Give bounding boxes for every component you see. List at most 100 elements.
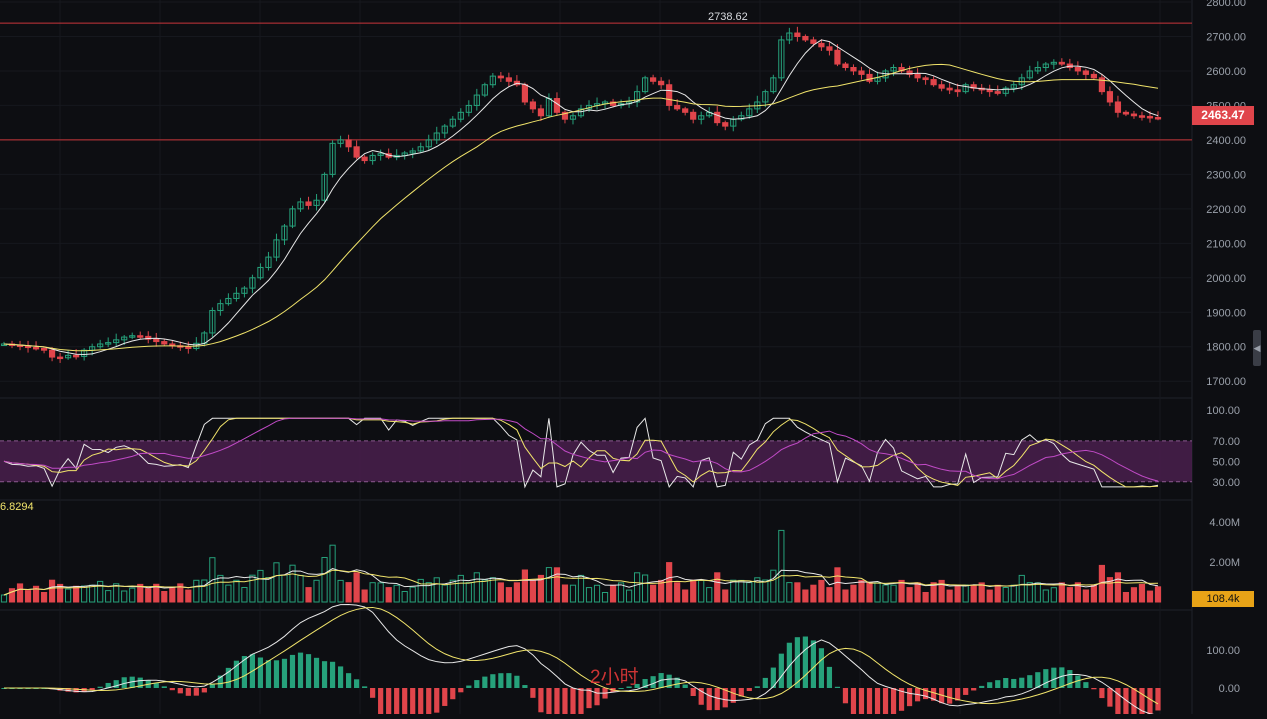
candle xyxy=(834,49,841,65)
macd-histogram-bar xyxy=(802,636,808,688)
volume-bar xyxy=(513,582,520,603)
volume-bar xyxy=(1042,589,1049,603)
macd-histogram-bar xyxy=(554,688,560,719)
volume-bar xyxy=(505,587,512,603)
macd-histogram-bar xyxy=(89,688,95,691)
macd-histogram-bar xyxy=(714,688,720,711)
candle xyxy=(842,63,849,69)
macd-histogram-bar xyxy=(1051,667,1057,688)
macd-histogram-bar xyxy=(209,684,215,688)
volume-bar xyxy=(233,579,240,603)
rsi-value-label: 6.8294 xyxy=(0,501,34,513)
macd-tick-label: 100.00 xyxy=(1206,645,1240,657)
volume-bar xyxy=(730,579,737,603)
volume-bar xyxy=(625,589,633,603)
volume-bar xyxy=(569,584,577,603)
candle xyxy=(249,277,256,289)
macd-histogram-bar xyxy=(370,688,376,698)
candle xyxy=(1010,84,1017,89)
candle xyxy=(922,77,929,81)
volume-bar xyxy=(810,584,817,603)
macd-histogram-bar xyxy=(682,684,688,688)
candle xyxy=(1002,87,1009,94)
macd-histogram-bar xyxy=(1059,667,1065,688)
volume-bar xyxy=(225,584,232,603)
price-tick-label: 2400.00 xyxy=(1206,135,1246,147)
volume-bar xyxy=(609,584,617,603)
candle xyxy=(489,75,496,86)
macd-histogram-bar xyxy=(273,660,280,688)
volume-bar xyxy=(113,583,120,603)
candle xyxy=(994,91,1001,94)
macd-histogram-bar xyxy=(73,688,79,693)
volume-bar xyxy=(273,562,280,603)
price-tick-label: 2300.00 xyxy=(1206,169,1246,181)
macd-histogram-bar xyxy=(313,657,320,688)
candle xyxy=(497,75,504,79)
candle xyxy=(914,73,921,79)
volume-bar xyxy=(105,590,112,603)
candle xyxy=(722,122,729,127)
volume-bar xyxy=(297,574,304,603)
macd-histogram-bar xyxy=(193,688,199,696)
candle xyxy=(313,199,320,206)
macd-histogram-bar xyxy=(289,654,296,688)
volume-bar xyxy=(1082,589,1089,603)
candle xyxy=(1138,115,1146,118)
volume-bar xyxy=(289,564,296,603)
macd-histogram-bar xyxy=(562,688,568,719)
macd-tick-label: 0.00 xyxy=(1219,683,1240,695)
macd-histogram-bar xyxy=(386,688,392,719)
volume-bar xyxy=(674,582,681,603)
volume-bar xyxy=(16,583,24,603)
macd-histogram-bar xyxy=(394,688,400,719)
macd-histogram-bar xyxy=(281,658,288,688)
macd-histogram-bar xyxy=(690,688,696,697)
collapse-handle-icon[interactable]: ◀ xyxy=(1253,330,1261,366)
candle xyxy=(1090,73,1097,79)
candle xyxy=(1034,67,1041,72)
volume-bar xyxy=(842,589,849,603)
volume-bar xyxy=(8,588,16,603)
volume-bar xyxy=(874,582,881,603)
macd-histogram-bar xyxy=(305,654,312,688)
macd-histogram-bar xyxy=(1139,688,1145,719)
macd-histogram-bar xyxy=(257,657,264,688)
candle xyxy=(305,201,312,206)
candle xyxy=(225,297,232,305)
volume-bar xyxy=(377,582,384,603)
volume-bar xyxy=(417,578,424,603)
volume-bar xyxy=(601,592,609,603)
price-tick-label: 2600.00 xyxy=(1206,66,1246,78)
volume-bar xyxy=(561,584,569,603)
ma-fast-line xyxy=(3,39,1159,356)
macd-histogram-bar xyxy=(530,688,536,698)
candle xyxy=(690,111,697,120)
volume-bar xyxy=(465,582,472,603)
volume-bar xyxy=(337,579,344,603)
candle xyxy=(738,115,745,120)
volume-bar xyxy=(313,579,320,603)
candle xyxy=(345,139,352,148)
volume-bar xyxy=(1026,582,1033,603)
rsi-tick-label: 50.00 xyxy=(1212,456,1240,468)
macd-histogram-bar xyxy=(754,686,760,688)
volume-bar xyxy=(89,584,96,603)
candle xyxy=(337,139,344,144)
macd-histogram-bar xyxy=(874,688,881,719)
macd-histogram-bar xyxy=(1027,675,1033,688)
candle xyxy=(682,108,689,113)
macd-histogram-bar xyxy=(850,688,857,716)
candle xyxy=(97,343,104,348)
volume-bar xyxy=(40,592,48,603)
candle xyxy=(217,303,224,312)
volume-bar xyxy=(994,584,1001,603)
price-tick-label: 2800.00 xyxy=(1206,0,1246,9)
volume-bar xyxy=(217,574,224,603)
volume-bar xyxy=(1066,587,1073,603)
macd-histogram-bar xyxy=(618,687,624,689)
volume-bar xyxy=(922,592,929,603)
candle xyxy=(40,347,48,351)
